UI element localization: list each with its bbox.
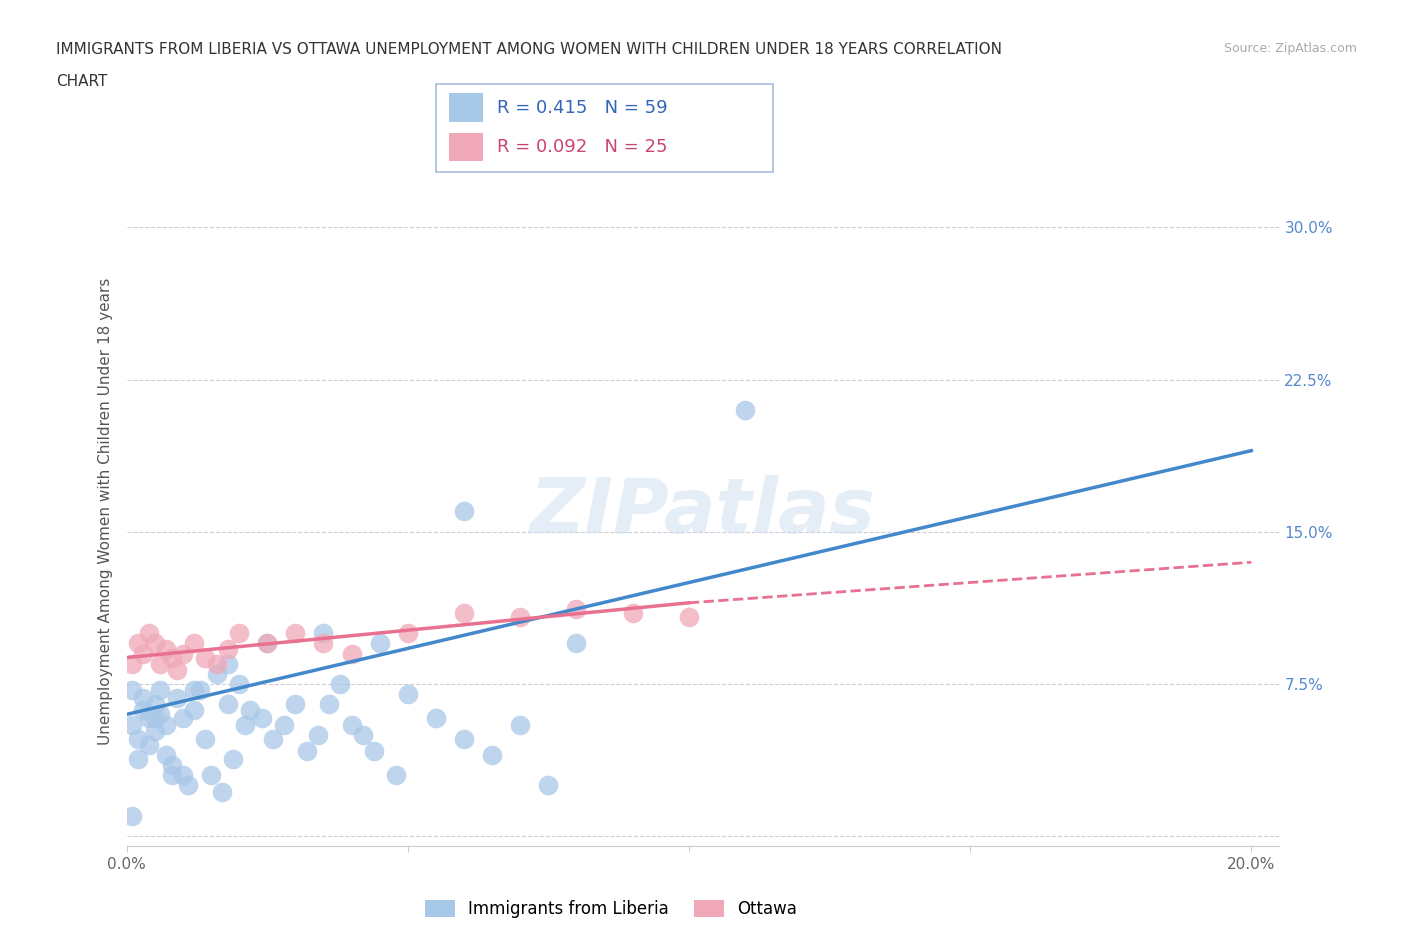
Text: R = 0.092   N = 25: R = 0.092 N = 25 — [496, 139, 666, 156]
Point — [621, 605, 644, 620]
Point — [312, 626, 335, 641]
Text: IMMIGRANTS FROM LIBERIA VS OTTAWA UNEMPLOYMENT AMONG WOMEN WITH CHILDREN UNDER 1: IMMIGRANTS FROM LIBERIA VS OTTAWA UNEMPL… — [56, 42, 1002, 57]
Point — [172, 711, 194, 726]
Point — [256, 636, 278, 651]
Point — [509, 609, 531, 624]
Point — [188, 683, 211, 698]
Point — [239, 703, 262, 718]
Point — [143, 724, 166, 738]
Point — [132, 691, 155, 706]
Point — [194, 731, 217, 746]
Point — [200, 768, 222, 783]
Point — [132, 703, 155, 718]
Point — [121, 717, 143, 732]
Point — [132, 646, 155, 661]
Point — [228, 626, 250, 641]
Point — [155, 748, 177, 763]
Point — [160, 758, 183, 773]
Point — [678, 609, 700, 624]
Point — [329, 676, 352, 691]
Text: Source: ZipAtlas.com: Source: ZipAtlas.com — [1223, 42, 1357, 55]
Point — [217, 697, 239, 711]
Legend: Immigrants from Liberia, Ottawa: Immigrants from Liberia, Ottawa — [425, 900, 797, 918]
Text: ZIPatlas: ZIPatlas — [530, 474, 876, 549]
Point — [143, 636, 166, 651]
Point — [537, 778, 560, 793]
Point — [183, 683, 205, 698]
Point — [172, 768, 194, 783]
Point — [205, 657, 228, 671]
Point — [256, 636, 278, 651]
Point — [284, 626, 307, 641]
FancyBboxPatch shape — [450, 93, 484, 122]
Point — [160, 768, 183, 783]
Point — [363, 743, 385, 758]
Text: R = 0.415   N = 59: R = 0.415 N = 59 — [496, 99, 668, 116]
Point — [262, 731, 284, 746]
Point — [121, 657, 143, 671]
Point — [217, 642, 239, 657]
Point — [194, 650, 217, 665]
Point — [177, 778, 200, 793]
Point — [172, 646, 194, 661]
Point — [318, 697, 340, 711]
Point — [127, 636, 149, 651]
Point — [565, 602, 588, 617]
Point — [273, 717, 295, 732]
Point — [138, 711, 160, 726]
Point — [155, 642, 177, 657]
Point — [295, 743, 318, 758]
Point — [233, 717, 256, 732]
FancyBboxPatch shape — [436, 84, 773, 172]
Point — [340, 717, 363, 732]
Point — [307, 727, 329, 742]
Point — [396, 626, 419, 641]
Point — [166, 691, 188, 706]
Point — [149, 683, 172, 698]
Point — [217, 657, 239, 671]
Y-axis label: Unemployment Among Women with Children Under 18 years: Unemployment Among Women with Children U… — [98, 278, 114, 745]
Point — [121, 808, 143, 823]
Point — [250, 711, 273, 726]
Point — [183, 636, 205, 651]
Point — [453, 731, 475, 746]
Point — [396, 686, 419, 701]
Point — [312, 636, 335, 651]
Point — [734, 403, 756, 418]
Point — [149, 707, 172, 722]
Point — [143, 697, 166, 711]
Point — [228, 676, 250, 691]
Point — [385, 768, 408, 783]
Point — [121, 683, 143, 698]
Point — [155, 717, 177, 732]
FancyBboxPatch shape — [450, 133, 484, 162]
Point — [340, 646, 363, 661]
Point — [352, 727, 374, 742]
Point — [166, 662, 188, 677]
Point — [160, 650, 183, 665]
Point — [425, 711, 447, 726]
Point — [481, 748, 503, 763]
Point — [205, 667, 228, 682]
Point — [138, 626, 160, 641]
Point — [368, 636, 391, 651]
Point — [509, 717, 531, 732]
Point — [138, 737, 160, 752]
Point — [565, 636, 588, 651]
Point — [183, 703, 205, 718]
Point — [143, 711, 166, 726]
Point — [222, 751, 245, 766]
Point — [453, 504, 475, 519]
Point — [149, 657, 172, 671]
Point — [127, 751, 149, 766]
Point — [127, 731, 149, 746]
Point — [284, 697, 307, 711]
Text: CHART: CHART — [56, 74, 108, 89]
Point — [211, 784, 233, 799]
Point — [453, 605, 475, 620]
